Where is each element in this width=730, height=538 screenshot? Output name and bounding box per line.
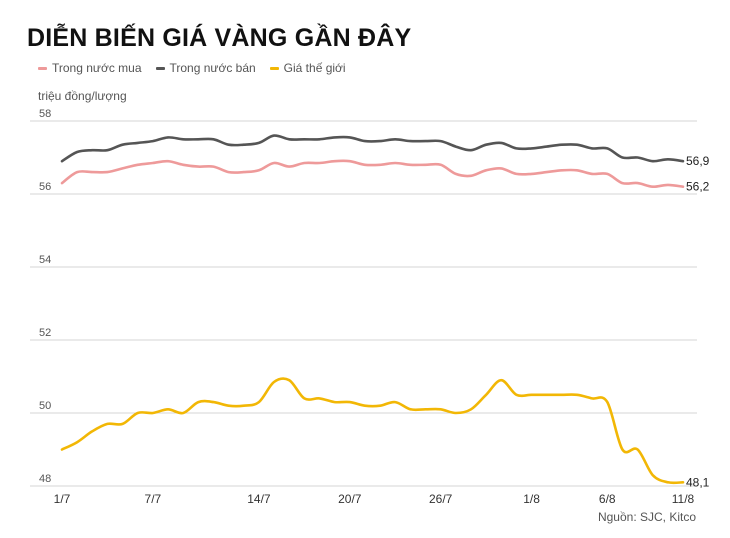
- y-tick-label-56: 56: [39, 181, 51, 193]
- legend-label-sell: Trong nước bán: [169, 61, 256, 75]
- end-label-sell: 56,9: [686, 154, 710, 168]
- y-tick-label-48: 48: [39, 473, 51, 485]
- y-axis-unit-label: triệu đồng/lượng: [38, 89, 127, 103]
- legend-item-sell: Trong nước bán: [155, 61, 256, 75]
- legend: Trong nước mua Trong nước bán Giá thế gi…: [38, 61, 346, 75]
- chart-title: DIỄN BIẾN GIÁ VÀNG GẦN ĐÂY: [27, 24, 412, 52]
- y-tick-label-50: 50: [39, 400, 51, 412]
- legend-label-world: Giá thế giới: [283, 61, 346, 75]
- series-line-sell: [60, 134, 685, 163]
- x-tick-label-4: 26/7: [429, 492, 453, 506]
- legend-item-buy: Trong nước mua: [38, 61, 142, 75]
- x-tick-label-5: 1/8: [523, 492, 540, 506]
- x-tick-label-3: 20/7: [338, 492, 362, 506]
- x-tick-label-1: 7/7: [145, 492, 162, 506]
- x-tick-label-0: 1/7: [54, 492, 71, 506]
- series-line-world: [60, 377, 685, 485]
- x-tick-label-6: 6/8: [599, 492, 616, 506]
- end-label-buy: 56,2: [686, 180, 710, 194]
- x-tick-label-2: 14/7: [247, 492, 271, 506]
- end-label-world: 48,1: [686, 475, 710, 489]
- y-tick-label-52: 52: [39, 327, 51, 339]
- legend-label-buy: Trong nước mua: [52, 61, 142, 75]
- series-line-buy: [60, 159, 685, 189]
- x-tick-label-7: 11/8: [672, 492, 695, 506]
- y-tick-label-54: 54: [39, 254, 51, 266]
- legend-swatch-sell: [155, 66, 165, 70]
- legend-item-world: Giá thế giới: [269, 61, 346, 75]
- legend-swatch-buy: [38, 66, 47, 70]
- legend-swatch-world: [269, 66, 279, 70]
- source-note: Nguồn: SJC, Kitco: [597, 510, 696, 524]
- y-tick-label-58: 58: [39, 108, 51, 120]
